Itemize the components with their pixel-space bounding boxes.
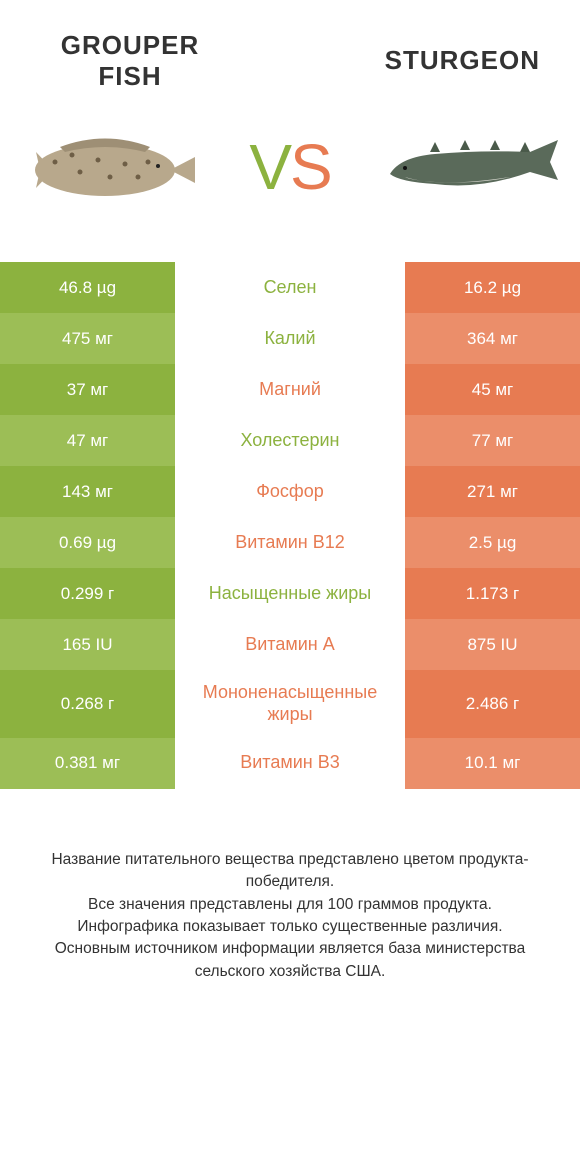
left-value: 143 мг (0, 466, 175, 517)
left-value: 475 мг (0, 313, 175, 364)
table-row: 0.268 гМононенасыщенные жиры2.486 г (0, 670, 580, 737)
right-value: 77 мг (405, 415, 580, 466)
table-row: 46.8 µgСелен16.2 µg (0, 262, 580, 313)
comparison-table: 46.8 µgСелен16.2 µg475 мгКалий364 мг37 м… (0, 262, 580, 788)
left-product-title: GROUPER FISH (40, 30, 220, 92)
vs-label: VS (249, 130, 330, 204)
table-row: 475 мгКалий364 мг (0, 313, 580, 364)
right-value: 271 мг (405, 466, 580, 517)
nutrient-name: Фосфор (175, 466, 405, 517)
table-row: 0.69 µgВитамин B122.5 µg (0, 517, 580, 568)
table-row: 165 IUВитамин A875 IU (0, 619, 580, 670)
nutrient-name: Селен (175, 262, 405, 313)
footer-notes: Название питательного вещества представл… (0, 789, 580, 984)
nutrient-name: Магний (175, 364, 405, 415)
left-value: 0.69 µg (0, 517, 175, 568)
left-value: 0.268 г (0, 670, 175, 737)
table-row: 37 мгМагний45 мг (0, 364, 580, 415)
footer-line-3: Инфографика показывает только существенн… (25, 916, 555, 938)
right-value: 875 IU (405, 619, 580, 670)
left-value: 0.381 мг (0, 738, 175, 789)
nutrient-name: Витамин A (175, 619, 405, 670)
table-row: 0.299 гНасыщенные жиры1.173 г (0, 568, 580, 619)
right-value: 2.5 µg (405, 517, 580, 568)
table-row: 0.381 мгВитамин B310.1 мг (0, 738, 580, 789)
sturgeon-fish-image (380, 112, 560, 222)
footer-line-4: Основным источником информации является … (25, 938, 555, 983)
left-value: 0.299 г (0, 568, 175, 619)
footer-line-2: Все значения представлены для 100 граммо… (25, 894, 555, 916)
header: GROUPER FISH STURGEON (0, 0, 580, 92)
nutrient-name: Холестерин (175, 415, 405, 466)
nutrient-name: Насыщенные жиры (175, 568, 405, 619)
left-value: 165 IU (0, 619, 175, 670)
nutrient-name: Калий (175, 313, 405, 364)
vs-s: S (290, 131, 331, 203)
nutrient-name: Витамин B3 (175, 738, 405, 789)
right-value: 2.486 г (405, 670, 580, 737)
footer-line-1: Название питательного вещества представл… (25, 849, 555, 894)
right-value: 10.1 мг (405, 738, 580, 789)
right-value: 1.173 г (405, 568, 580, 619)
nutrient-name: Витамин B12 (175, 517, 405, 568)
left-value: 47 мг (0, 415, 175, 466)
images-row: VS (0, 92, 580, 262)
right-value: 45 мг (405, 364, 580, 415)
left-value: 37 мг (0, 364, 175, 415)
table-row: 143 мгФосфор271 мг (0, 466, 580, 517)
vs-v: V (249, 131, 290, 203)
left-value: 46.8 µg (0, 262, 175, 313)
right-value: 364 мг (405, 313, 580, 364)
table-row: 47 мгХолестерин77 мг (0, 415, 580, 466)
grouper-fish-image (20, 112, 200, 222)
nutrient-name: Мононенасыщенные жиры (175, 670, 405, 737)
right-product-title: STURGEON (360, 30, 540, 92)
right-value: 16.2 µg (405, 262, 580, 313)
